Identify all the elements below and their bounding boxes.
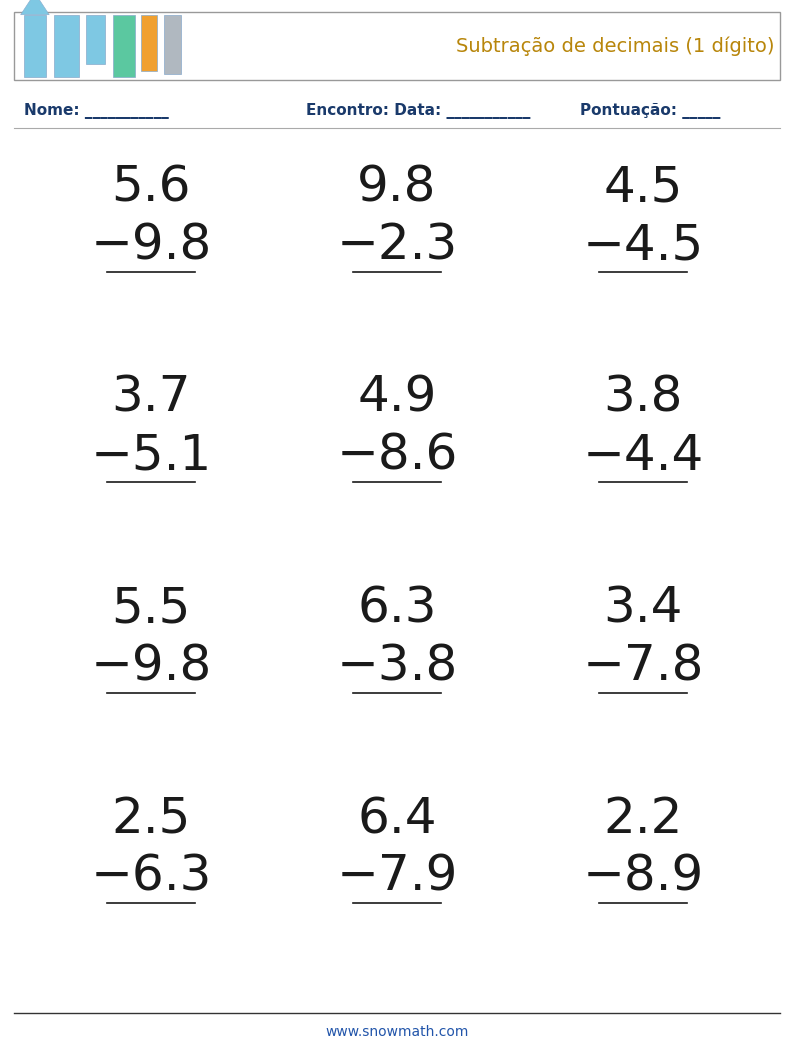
Text: 3.8: 3.8 [603,374,683,422]
Text: 6.3: 6.3 [357,584,437,633]
Text: 3.7: 3.7 [111,374,191,422]
Text: 2.5: 2.5 [111,795,191,843]
Bar [86,15,105,64]
Text: −7.8: −7.8 [583,642,703,691]
Text: 3.4: 3.4 [603,584,683,633]
Text: Pontuação: _____: Pontuação: _____ [580,102,720,119]
Text: −6.3: −6.3 [91,853,211,901]
Bar [113,15,135,77]
Text: 4.5: 4.5 [603,163,683,212]
Text: 9.8: 9.8 [357,163,437,212]
Text: −8.9: −8.9 [583,853,703,901]
Text: −4.4: −4.4 [583,432,703,480]
Text: Nome: ___________: Nome: ___________ [24,102,168,119]
Text: 5.6: 5.6 [111,163,191,212]
Text: −3.8: −3.8 [337,642,457,691]
FancyBboxPatch shape [14,12,780,80]
Polygon shape [21,0,49,15]
Text: 2.2: 2.2 [603,795,683,843]
Text: −7.9: −7.9 [337,853,457,901]
Text: −8.6: −8.6 [337,432,457,480]
Text: Subtração de decimais (1 dígito): Subtração de decimais (1 dígito) [456,36,774,56]
Bar [164,15,181,74]
Text: −5.1: −5.1 [91,432,211,480]
Text: −9.8: −9.8 [91,221,211,270]
Bar [24,15,46,77]
Text: −4.5: −4.5 [583,221,703,270]
Text: www.snowmath.com: www.snowmath.com [326,1025,468,1039]
Text: −9.8: −9.8 [91,642,211,691]
Text: 6.4: 6.4 [357,795,437,843]
Text: 5.5: 5.5 [111,584,191,633]
Bar [54,15,79,77]
Bar [141,15,157,71]
Text: 4.9: 4.9 [357,374,437,422]
Text: −2.3: −2.3 [337,221,457,270]
Text: Encontro: Data: ___________: Encontro: Data: ___________ [306,102,530,119]
